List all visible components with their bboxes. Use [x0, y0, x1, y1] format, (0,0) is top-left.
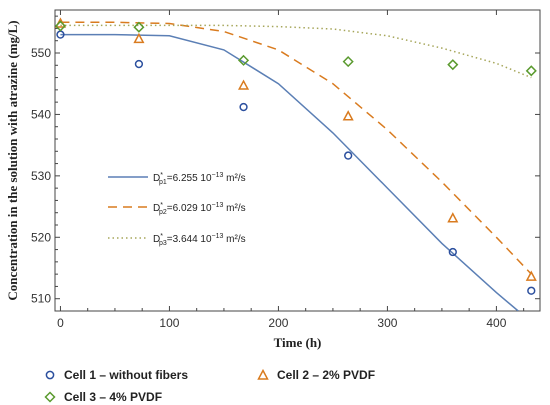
- fit-label-part: =6.255 10: [167, 173, 212, 184]
- data-points: [54, 17, 537, 295]
- plot-frame: [54, 9, 541, 312]
- fit-curve-3: [60, 24, 532, 79]
- series-legend: Cell 1 – without fibers Cell 2 – 2% PVDF…: [0, 360, 550, 405]
- fit-label-part: *: [160, 202, 163, 209]
- fit-label-part: =6.029 10: [167, 203, 212, 214]
- x-tick-label: 400: [486, 316, 506, 330]
- fit-label-part: D: [153, 173, 160, 184]
- fit-legend-label-3: D* p3=3.644 10−13 m²/s: [153, 233, 246, 247]
- plot-border: [54, 9, 541, 312]
- fit-label-part: m²/s: [223, 203, 245, 214]
- cell-2-point: [237, 79, 250, 90]
- fit-label-part: −13: [212, 202, 224, 209]
- legend-item-cell-3: Cell 3 – 4% PVDF: [44, 390, 162, 404]
- cell-2-point: [133, 32, 145, 44]
- legend-label-cell-1: Cell 1 – without fibers: [64, 368, 189, 382]
- fit-label-part: p3: [159, 240, 167, 247]
- fit-label-part: *: [160, 172, 163, 179]
- x-tick-label: 300: [377, 316, 397, 330]
- x-tick-label: 200: [268, 316, 288, 330]
- cell-3-point: [54, 20, 67, 32]
- legend-item-cell-2: Cell 2 – 2% PVDF: [257, 368, 375, 382]
- fit-legend: D* p1=6.255 10−13 m²/sD* p2=6.029 10−13 m²…: [108, 172, 246, 247]
- fit-curve-1: [60, 33, 519, 311]
- cell-3-point: [133, 21, 145, 33]
- y-tick-label: 550: [31, 46, 51, 60]
- cell-1-point: [448, 247, 457, 257]
- x-tick-label: 100: [159, 316, 179, 330]
- fit-label-part: −13: [212, 172, 224, 179]
- fit-label-part: m²/s: [223, 173, 245, 184]
- cell-3-point: [237, 54, 250, 66]
- fit-legend-label-2: D* p2=6.029 10−13 m²/s: [153, 202, 246, 216]
- x-axis-title: Time (h): [274, 335, 322, 350]
- cell-3-point: [447, 59, 459, 71]
- cell-3-point: [342, 56, 354, 68]
- diamond-marker-icon: [44, 391, 56, 403]
- legend-item-cell-1: Cell 1 – without fibers: [44, 368, 188, 382]
- fit-curves: [60, 21, 532, 311]
- legend-label-cell-3: Cell 3 – 4% PVDF: [64, 390, 163, 404]
- y-axis-title: Concentration in the solution with atraz…: [5, 20, 20, 300]
- cell-2-point: [447, 212, 459, 223]
- cell-1-point: [527, 286, 536, 295]
- y-tick-label: 540: [31, 107, 51, 121]
- fit-label-part: m²/s: [223, 234, 245, 245]
- y-tick-label: 520: [31, 230, 51, 244]
- circle-marker-icon: [45, 370, 55, 380]
- fit-label-part: p1: [159, 179, 167, 186]
- cell-1-point: [344, 151, 353, 160]
- fit-label-part: −13: [212, 233, 224, 240]
- cell-2-point: [525, 270, 537, 281]
- cell-1-point: [134, 59, 144, 69]
- cell-2-point: [342, 110, 354, 121]
- fit-label-part: =3.644 10: [167, 234, 212, 245]
- fit-legend-label-1: D* p1=6.255 10−13 m²/s: [153, 172, 246, 186]
- x-tick-label: 0: [57, 316, 64, 330]
- triangle-marker-icon: [257, 369, 269, 380]
- fit-curve-2: [60, 21, 532, 275]
- tick-marks: 0 100 200 300 400 510 520 530 540 550: [31, 10, 540, 330]
- fit-label-part: *: [160, 233, 163, 240]
- fit-label-part: D: [153, 234, 160, 245]
- y-tick-label: 510: [31, 292, 51, 306]
- cell-1-point: [239, 102, 248, 112]
- y-tick-label: 530: [31, 169, 51, 183]
- legend-label-cell-2: Cell 2 – 2% PVDF: [277, 368, 376, 382]
- fit-label-part: D: [153, 203, 160, 214]
- fit-label-part: p2: [159, 209, 167, 216]
- cell-3-point: [525, 65, 537, 77]
